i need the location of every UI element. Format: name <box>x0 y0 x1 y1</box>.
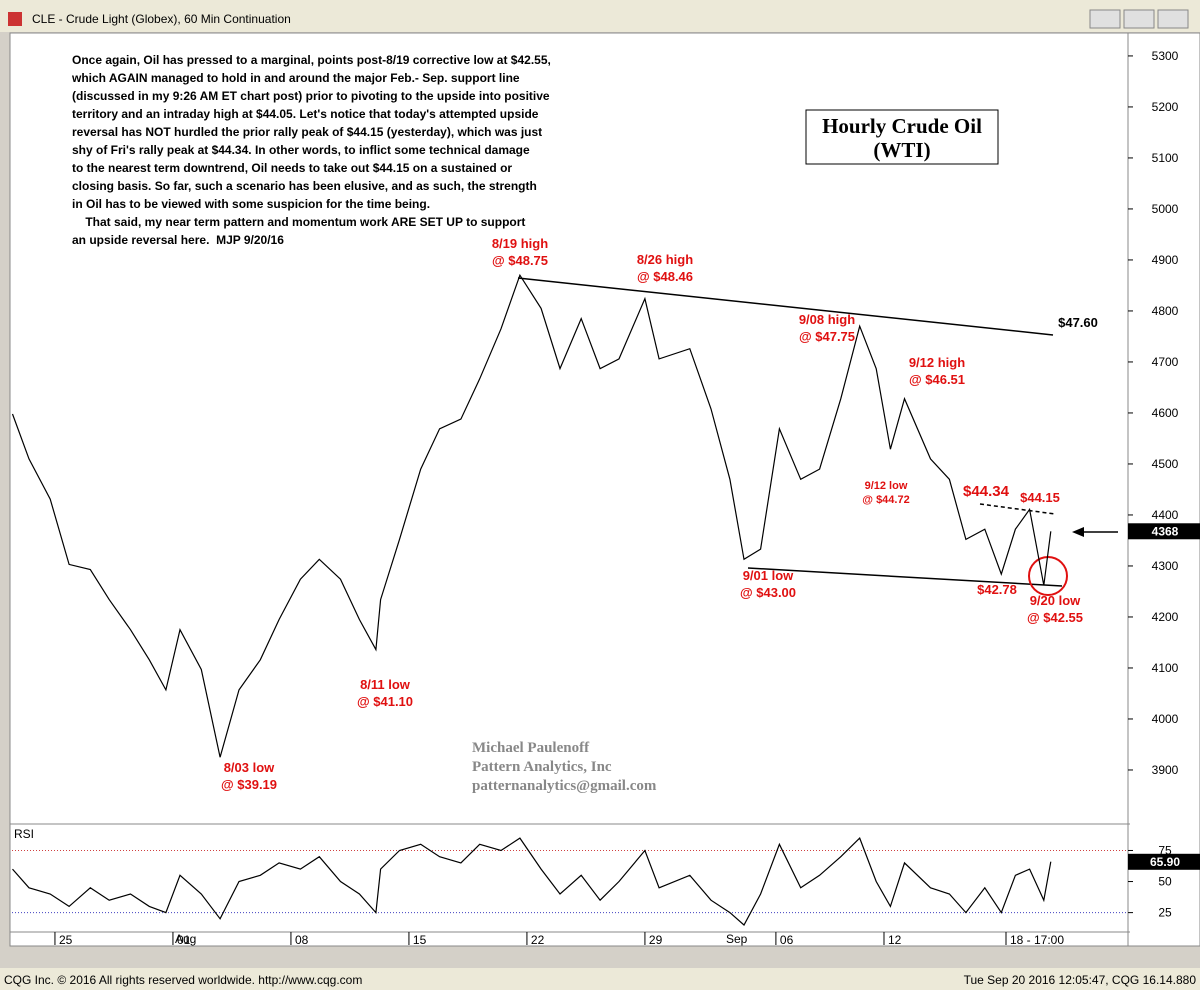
y-tick-label: 25 <box>1158 906 1172 920</box>
annotation: 8/19 high <box>492 236 548 251</box>
annotation: @ $43.00 <box>740 585 796 600</box>
status-bar <box>0 968 1200 990</box>
annotation: @ $47.75 <box>799 329 855 344</box>
last-value-label: 65.90 <box>1150 855 1180 869</box>
x-tick-label: 22 <box>531 933 545 947</box>
window-title: CLE - Crude Light (Globex), 60 Min Conti… <box>32 12 291 26</box>
annotation: $42.78 <box>977 582 1017 597</box>
x-tick-label: 12 <box>888 933 902 947</box>
annotation: 8/11 low <box>360 677 411 692</box>
app-icon <box>8 12 22 26</box>
annotation: @ $46.51 <box>909 372 965 387</box>
y-tick-label: 4400 <box>1152 508 1179 522</box>
commentary-line: closing basis. So far, such a scenario h… <box>72 179 537 193</box>
y-tick-label: 4000 <box>1152 712 1179 726</box>
title-box <box>805 109 999 165</box>
watermark: Pattern Analytics, Inc <box>472 759 612 775</box>
window-buttons[interactable] <box>1089 9 1189 29</box>
y-tick-label: 4700 <box>1152 355 1179 369</box>
commentary-line: which AGAIN managed to hold in and aroun… <box>71 71 520 85</box>
x-tick-label: 01 <box>177 933 191 947</box>
commentary-line: territory and an intraday high at $44.05… <box>72 107 539 121</box>
y-tick-label: 4900 <box>1152 253 1179 267</box>
annotation: @ $44.72 <box>862 494 909 506</box>
annotation: @ $41.10 <box>357 694 413 709</box>
title-bar <box>0 0 1200 32</box>
annotation: @ $39.19 <box>221 777 277 792</box>
annotation: @ $48.75 <box>492 253 548 268</box>
watermark: patternanalytics@gmail.com <box>472 778 657 794</box>
rsi-title: RSI <box>14 827 34 841</box>
annotation: @ $48.46 <box>637 269 693 284</box>
price-line <box>12 837 1052 926</box>
last-value-marker <box>1128 523 1200 540</box>
chart-subtitle: (WTI) <box>873 138 930 162</box>
annotation: 9/12 high <box>909 355 965 370</box>
y-tick-label: 4800 <box>1152 304 1179 318</box>
trendlines <box>517 277 1063 587</box>
commentary-line: shy of Fri's rally peak at $44.34. In ot… <box>72 143 530 157</box>
annotation: 8/03 low <box>224 760 275 775</box>
x-tick-label: 06 <box>780 933 794 947</box>
x-tick-label: 08 <box>295 933 309 947</box>
y-tick-label: 50 <box>1158 875 1172 889</box>
commentary-line: (discussed in my 9:26 AM ET chart post) … <box>72 89 550 103</box>
commentary-line: reversal has NOT hurdled the prior rally… <box>72 125 542 139</box>
annotation: 8/26 high <box>637 252 693 267</box>
last-value-label: 4368 <box>1152 524 1179 538</box>
y-tick-label: 4500 <box>1152 457 1179 471</box>
y-tick-label: 5000 <box>1152 202 1179 216</box>
y-tick-label: 5100 <box>1152 151 1179 165</box>
annotation: $47.60 <box>1058 315 1098 330</box>
commentary-line: That said, my near term pattern and mome… <box>72 215 525 229</box>
annotation: 9/08 high <box>799 312 855 327</box>
arrow <box>1072 527 1118 537</box>
y-tick-label: 4200 <box>1152 610 1179 624</box>
annotation: @ $42.55 <box>1027 610 1083 625</box>
commentary-line: Once again, Oil has pressed to a margina… <box>72 53 551 67</box>
y-tick-label: 5300 <box>1152 49 1179 63</box>
price-line <box>11 273 1052 758</box>
y-tick-label: 4600 <box>1152 406 1179 420</box>
annotation: 9/20 low <box>1030 593 1081 608</box>
annotation: 9/01 low <box>743 568 794 583</box>
footer-left: CQG Inc. © 2016 All rights reserved worl… <box>4 973 362 987</box>
x-tick-label: 15 <box>413 933 427 947</box>
y-tick-label: 5200 <box>1152 100 1179 114</box>
y-tick-label: 3900 <box>1152 763 1179 777</box>
commentary-line: in Oil has to be viewed with some suspic… <box>72 197 430 211</box>
month-label: Aug <box>175 932 196 946</box>
x-tick-label: 25 <box>59 933 73 947</box>
commentary-line: an upside reversal here. MJP 9/20/16 <box>72 233 284 247</box>
plot-area <box>9 32 1200 947</box>
annotation: $44.34 <box>963 483 1010 500</box>
footer-right: Tue Sep 20 2016 12:05:47, CQG 16.14.880 <box>964 973 1197 987</box>
x-tick-label: 18 - 17:00 <box>1010 933 1064 947</box>
annotation: $44.15 <box>1020 490 1060 505</box>
commentary-line: to the nearest term downtrend, Oil needs… <box>72 161 512 175</box>
last-value-marker <box>1128 853 1200 870</box>
annotation: 9/12 low <box>865 480 908 492</box>
month-label: Sep <box>726 932 748 946</box>
chart-title: Hourly Crude Oil <box>822 114 982 138</box>
x-tick-label: 29 <box>649 933 663 947</box>
y-tick-label: 4100 <box>1152 661 1179 675</box>
y-tick-label: 4300 <box>1152 559 1179 573</box>
watermark: Michael Paulenoff <box>472 740 590 756</box>
